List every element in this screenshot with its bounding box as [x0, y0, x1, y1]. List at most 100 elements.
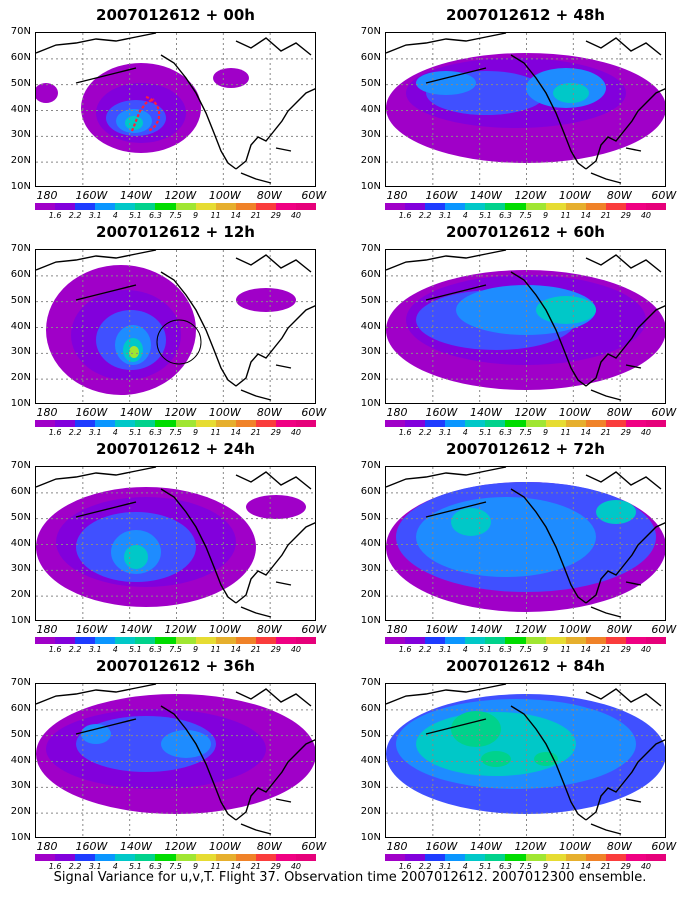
lon-label: 120W — [164, 623, 197, 636]
colorbar-swatch — [405, 637, 426, 644]
colorbar-label: 21 — [250, 862, 261, 871]
colorbar-swatch — [115, 637, 136, 644]
colorbar-label: 4 — [112, 645, 118, 654]
colorbar-label: 40 — [290, 862, 302, 871]
colorbar-swatch — [505, 420, 526, 427]
lat-label: 20N — [360, 155, 381, 167]
lon-label: 180 — [36, 623, 58, 636]
colorbar-swatch — [135, 420, 156, 427]
colorbar-swatch — [255, 854, 276, 861]
lat-label: 50N — [10, 77, 31, 89]
colorbar-swatch — [545, 637, 566, 644]
lon-label: 60W — [301, 189, 327, 202]
lat-label: 40N — [360, 320, 381, 332]
colorbar-label: 11 — [210, 428, 221, 437]
lon-label: 180 — [386, 840, 408, 853]
colorbar-swatch — [95, 203, 116, 210]
colorbar-label: 6.3 — [499, 211, 512, 220]
colorbar-label: 29 — [620, 428, 631, 437]
lat-label: 70N — [360, 26, 381, 37]
variance-contour — [161, 730, 211, 758]
colorbar-label: 1.6 — [398, 645, 412, 654]
map-frame — [385, 32, 666, 187]
lat-label: 40N — [10, 537, 31, 549]
colorbar-swatch — [235, 854, 256, 861]
colorbar-label: 6.3 — [499, 862, 512, 871]
colorbar-swatch — [585, 420, 606, 427]
lat-label: 10N — [10, 398, 31, 409]
lon-label: 120W — [164, 840, 197, 853]
colorbar-label: 11 — [210, 211, 221, 220]
colorbar-swatch — [155, 203, 176, 210]
lon-label: 80W — [256, 189, 282, 202]
colorbar-label: 11 — [210, 862, 221, 871]
colorbar-swatch — [75, 637, 96, 644]
colorbar-swatch — [465, 637, 486, 644]
colorbar-label: 21 — [250, 211, 261, 220]
colorbar-swatch — [55, 203, 76, 210]
colorbar-label: 40 — [640, 862, 652, 871]
lat-label: 40N — [10, 103, 31, 115]
lon-label: 100W — [208, 406, 241, 419]
colorbar-swatch — [255, 420, 276, 427]
colorbar-swatch — [195, 854, 216, 861]
colorbar-swatch — [235, 420, 256, 427]
colorbar-label: 6.3 — [149, 862, 162, 871]
colorbar-swatch — [195, 637, 216, 644]
coastline — [386, 684, 665, 835]
colorbar-label: 7.5 — [169, 428, 182, 437]
observation-circle — [156, 319, 202, 365]
colorbar-swatch — [95, 637, 116, 644]
lat-label: 20N — [360, 806, 381, 818]
lat-label: 30N — [10, 780, 31, 792]
colorbar-label: 4 — [462, 645, 468, 654]
lon-label: 80W — [606, 623, 632, 636]
colorbar-label: 40 — [640, 211, 652, 220]
colorbar-label: 14 — [580, 862, 591, 871]
lon-label: 120W — [514, 623, 547, 636]
coastline — [386, 250, 665, 401]
lon-label: 140W — [469, 406, 502, 419]
lat-label: 60N — [10, 268, 31, 280]
variance-contour — [451, 711, 501, 747]
colorbar-label: 21 — [250, 428, 261, 437]
lon-label: 100W — [558, 623, 591, 636]
lat-label: 20N — [360, 589, 381, 601]
coastline — [36, 467, 315, 618]
colorbar-label: 7.5 — [169, 862, 182, 871]
colorbar-label: 4 — [462, 211, 468, 220]
colorbar-swatch — [485, 203, 506, 210]
map-frame — [35, 683, 316, 838]
colorbar-label: 7.5 — [519, 428, 532, 437]
lon-label: 120W — [514, 189, 547, 202]
variance-contour — [596, 500, 636, 524]
lon-label: 140W — [119, 406, 152, 419]
panel-title: 2007012612 + 72h — [446, 440, 605, 458]
colorbar-swatch — [625, 854, 647, 861]
colorbar-label: 29 — [620, 862, 631, 871]
variance-contour — [246, 495, 306, 519]
colorbar-swatch — [445, 637, 466, 644]
colorbar-label: 21 — [250, 645, 261, 654]
map-frame — [385, 249, 666, 404]
colorbar-label: 29 — [270, 862, 281, 871]
lat-label: 10N — [10, 181, 31, 192]
lat-label: 40N — [360, 537, 381, 549]
colorbar-label: 2.2 — [68, 428, 82, 437]
colorbar-label: 3.1 — [438, 211, 452, 220]
colorbar-swatch — [445, 854, 466, 861]
colorbar-swatch — [296, 420, 317, 427]
lon-label: 100W — [208, 623, 241, 636]
lon-label: 80W — [256, 406, 282, 419]
colorbar-swatch — [525, 420, 546, 427]
colorbar-swatch — [296, 203, 317, 210]
colorbar-label: 5.1 — [128, 862, 142, 871]
colorbar-swatch — [585, 203, 606, 210]
map-frame — [35, 466, 316, 621]
colorbar-label: 21 — [600, 645, 611, 654]
colorbar-label: 21 — [600, 428, 611, 437]
colorbar-label: 40 — [640, 428, 652, 437]
lat-label: 70N — [10, 26, 31, 37]
colorbar-swatch — [505, 203, 526, 210]
colorbar-swatch — [545, 420, 566, 427]
